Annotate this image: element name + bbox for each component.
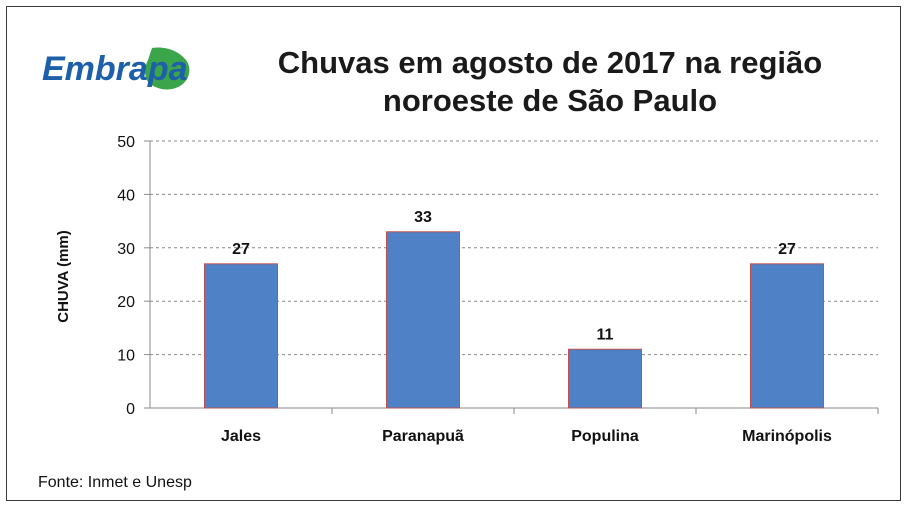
embrapa-logo: Embrapa (42, 47, 190, 90)
bar-1 (386, 231, 460, 409)
y-tick-label-40: 40 (117, 187, 135, 204)
bar-2 (568, 348, 642, 409)
x-tick-label-0: Jales (221, 428, 261, 445)
chart-title: Chuvas em agosto de 2017 na região noroe… (220, 44, 880, 120)
logo-wordmark: Embrapa (42, 50, 188, 88)
y-axis-title: CHUVA (mm) (55, 230, 72, 323)
x-tick-label-2: Populina (571, 428, 639, 445)
data-label-3: 27 (778, 241, 796, 258)
y-tick-label-30: 30 (117, 241, 135, 258)
bar-3 (750, 263, 824, 409)
source-note: Fonte: Inmet e Unesp (38, 474, 192, 491)
x-tick-label-3: Marinópolis (742, 428, 832, 445)
y-tick-label-50: 50 (117, 134, 135, 151)
chart-title-line-1: Chuvas em agosto de 2017 na região (277, 45, 823, 80)
y-tick-label-10: 10 (117, 348, 135, 365)
chart-title-line-2: noroeste de São Paulo (382, 83, 718, 118)
logo-leaf-shape (145, 47, 190, 90)
data-label-2: 11 (597, 326, 614, 343)
x-tick-label-1: Paranapuã (382, 428, 464, 445)
data-label-1: 33 (414, 209, 432, 226)
data-label-0: 27 (232, 241, 250, 258)
y-tick-label-20: 20 (117, 294, 135, 311)
bar-0 (204, 263, 278, 409)
y-tick-label-0: 0 (126, 401, 135, 418)
